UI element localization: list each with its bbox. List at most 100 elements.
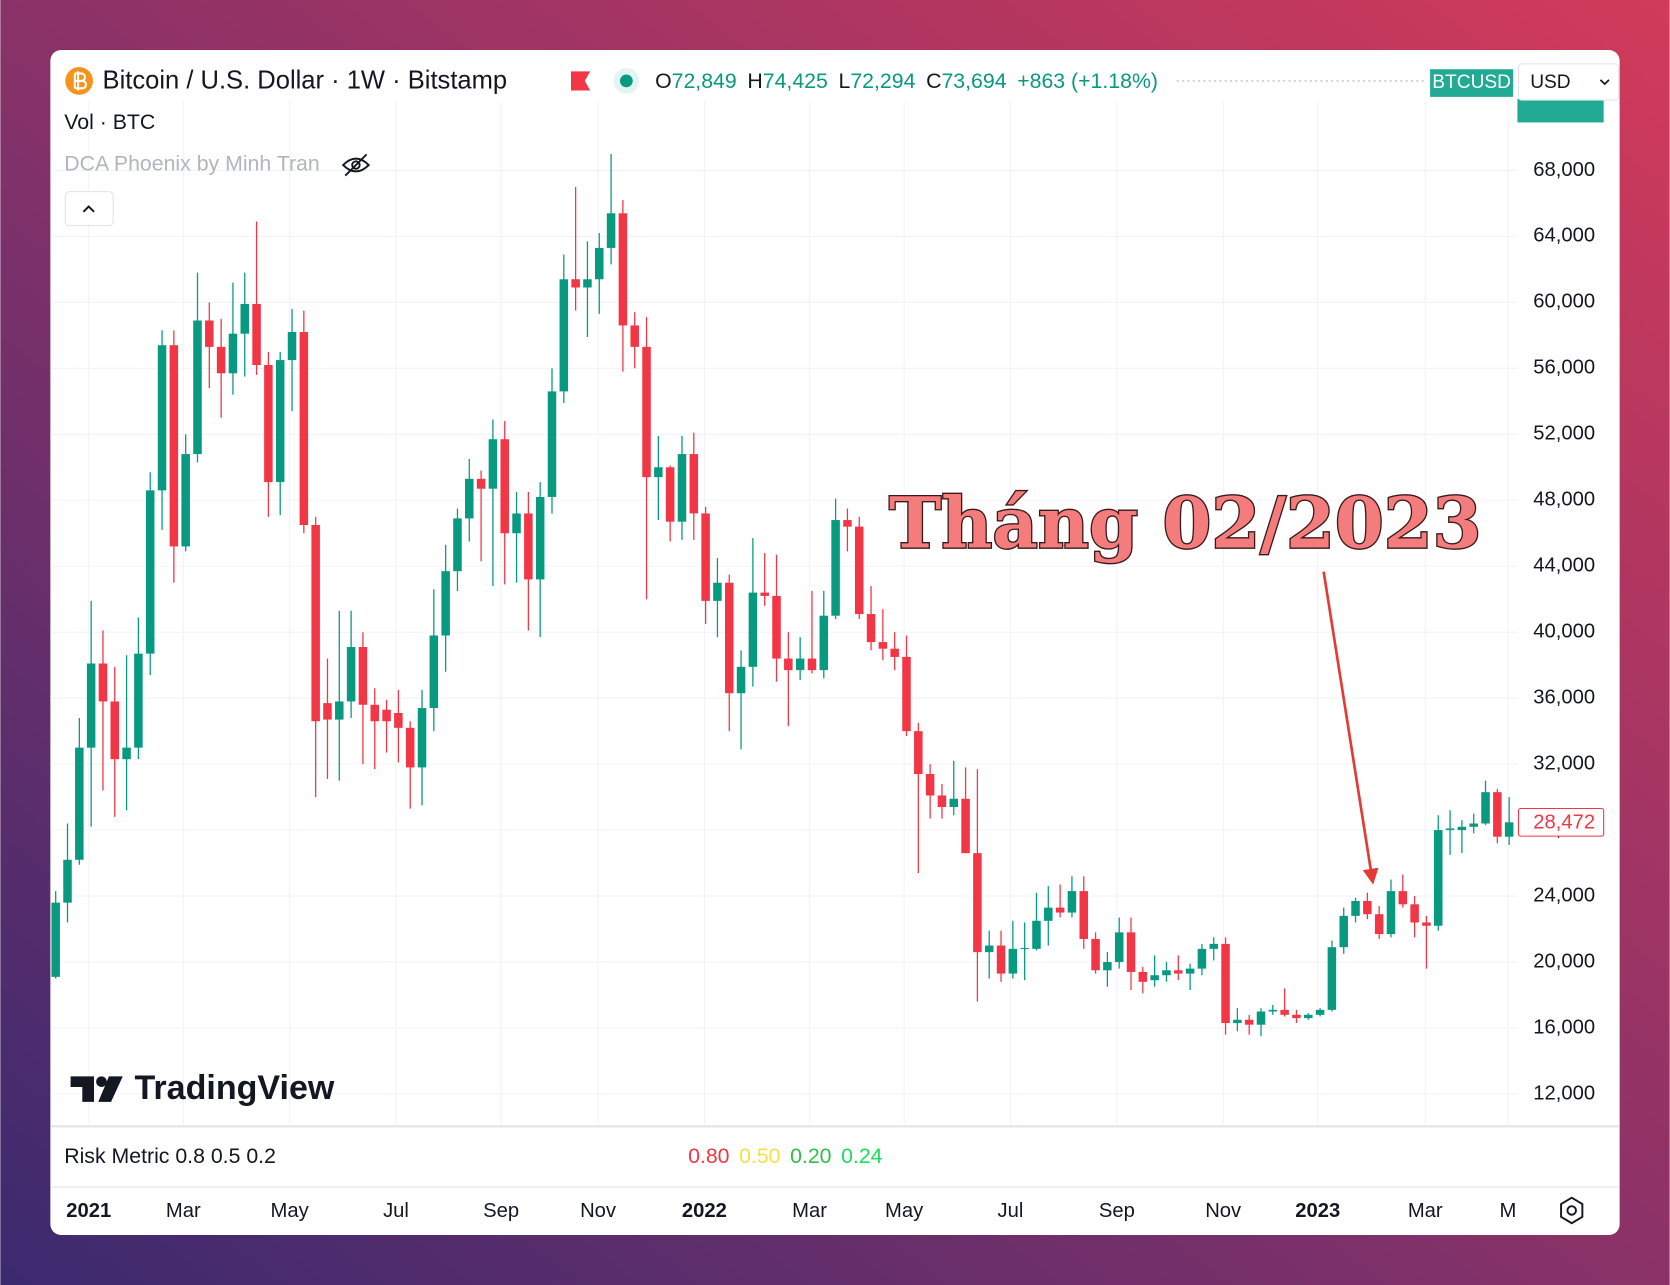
risk-value: 0.20 [790, 1144, 831, 1168]
candle-body [677, 454, 687, 522]
candle-body [1032, 920, 1041, 949]
risk-title: Risk Metric 0.8 0.5 0.2 [64, 1144, 276, 1168]
candle-body [984, 945, 994, 953]
time-axis: 2021 Mar May Jul Sep Nov 2022 Mar May Jul Sep Nov 20… [66, 1200, 1516, 1222]
candle-body [606, 213, 616, 248]
change: +863 (+1.18%) [1017, 69, 1158, 93]
candle-body [1410, 904, 1419, 923]
dropdown-caret [1599, 79, 1610, 86]
ohlc-value: 74,425 [763, 69, 828, 93]
candle-body [405, 727, 415, 768]
x-tick-label: M [1500, 1200, 1517, 1222]
candle-body [1351, 901, 1360, 916]
candle-body [1292, 1014, 1301, 1019]
candle-body [145, 490, 155, 654]
annotation-arrow [1322, 571, 1379, 885]
candle-body [1008, 948, 1018, 974]
candle-body [122, 747, 131, 760]
candle-body [1197, 948, 1207, 969]
candle-body [1374, 914, 1384, 934]
candle-body [925, 774, 935, 796]
candle-body [75, 747, 84, 860]
price-axis: 12,00016,00020,00024,00028,00032,00036,0… [1517, 159, 1605, 1104]
candle-body [854, 526, 864, 615]
candle-body [642, 346, 651, 478]
grid [50, 101, 1518, 1126]
candle-body [63, 859, 72, 903]
candle-body [973, 853, 982, 953]
volume-legend: Vol · BTC [64, 110, 155, 134]
candle-body [760, 592, 769, 596]
candle-body [736, 666, 746, 694]
ohlc-value: 72,849 [672, 69, 737, 93]
candle-body [1280, 1009, 1289, 1015]
candle-body [1244, 1019, 1254, 1025]
x-tick-label: Mar [1408, 1200, 1443, 1222]
btc-glyph [73, 71, 88, 91]
y-tick-label: 48,000 [1533, 489, 1595, 511]
x-tick-label: May [271, 1200, 310, 1222]
candle-body [1233, 1019, 1242, 1024]
ohlc-values: O72,849 H74,425 L72,294 C73,694 +863 (+1.18%… [655, 69, 1158, 93]
candle-body [476, 478, 486, 489]
candle-body [547, 391, 557, 497]
candle-body [441, 571, 450, 636]
candle-body [1138, 971, 1148, 982]
candle-body [287, 332, 297, 361]
candle-body [807, 658, 817, 671]
risk-value: 0.80 [688, 1144, 729, 1168]
eye-off-icon[interactable] [341, 153, 371, 177]
candle-body [914, 731, 923, 775]
status-dot [619, 74, 633, 88]
x-tick-label: Nov [1205, 1200, 1242, 1222]
candle-body [689, 454, 699, 514]
candle-body [748, 592, 758, 667]
risk-values: 0.80 0.50 0.20 0.24 [688, 1144, 883, 1168]
candles [51, 153, 1514, 1037]
candle-body [713, 582, 722, 601]
candle-body [193, 320, 202, 455]
candle-body [571, 279, 580, 288]
countdown-badge [1517, 99, 1604, 123]
candle-body [1315, 1009, 1325, 1015]
candle-body [1020, 948, 1029, 950]
x-tick-label: 2021 [66, 1200, 111, 1222]
candle-body [1126, 932, 1136, 972]
candle-body [535, 496, 545, 580]
collapse-button[interactable] [64, 191, 114, 227]
candle-body [866, 614, 876, 643]
x-tick-label: Mar [792, 1200, 827, 1222]
candle-body [394, 713, 403, 728]
candle-body [335, 701, 344, 720]
candle-body [370, 704, 379, 722]
tradingview-logo-icon [70, 1076, 123, 1102]
y-tick-label: 32,000 [1533, 752, 1595, 774]
candle-body [1256, 1011, 1266, 1025]
candle-body [323, 703, 332, 720]
candle-body [1493, 792, 1502, 837]
candle-body [110, 701, 120, 760]
candle-body [429, 635, 439, 709]
settings-icon[interactable] [1560, 1196, 1584, 1225]
candle-body [169, 345, 179, 547]
candle-body [1044, 907, 1053, 921]
candle-body [654, 467, 663, 478]
x-tick-label: 2022 [682, 1200, 727, 1222]
collapse-caret [82, 205, 95, 213]
x-tick-label: Mar [166, 1200, 201, 1222]
currency-select[interactable] [1517, 63, 1620, 101]
candle-body [181, 454, 190, 547]
candle-body [1304, 1014, 1313, 1019]
candle-body [795, 658, 805, 671]
candle-body [1386, 891, 1396, 934]
candle-body [524, 513, 533, 580]
flag-icon[interactable] [570, 71, 591, 91]
annotation: Tháng 02/2023 [889, 482, 1481, 565]
ticker-badge[interactable] [1430, 69, 1514, 97]
last-price-label: 28,472 [1533, 812, 1595, 834]
candle-body [583, 279, 592, 288]
x-tick-label: Sep [483, 1200, 519, 1222]
candle-body [228, 333, 238, 374]
candle-body [902, 656, 911, 732]
